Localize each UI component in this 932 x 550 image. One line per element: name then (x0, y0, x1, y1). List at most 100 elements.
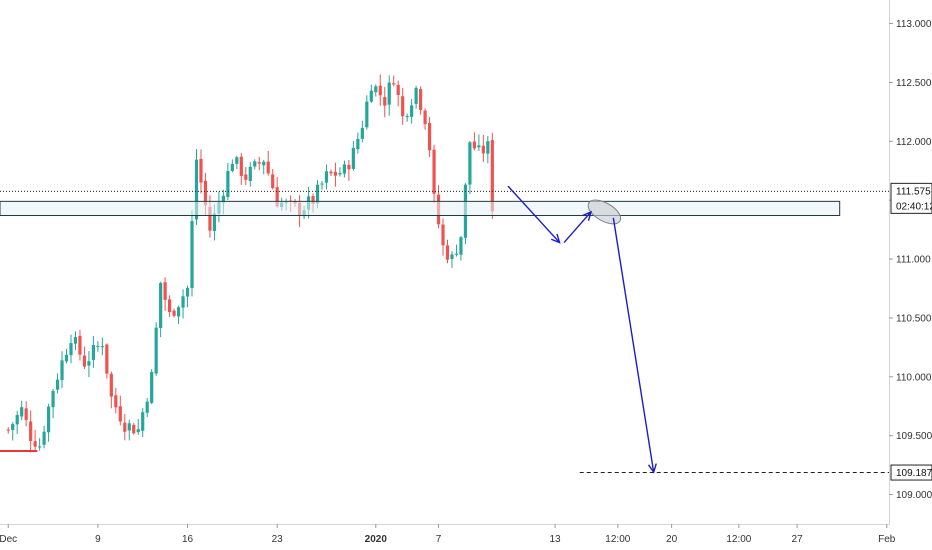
candle (82, 346, 87, 370)
candle (69, 334, 73, 364)
projection-arrow-down-2[interactable] (612, 217, 657, 474)
candle (374, 84, 378, 97)
time-tick-label: 12:00 (726, 534, 751, 545)
candle (401, 87, 405, 125)
candle (235, 155, 239, 170)
candle (450, 251, 454, 268)
time-tick-label: 13 (550, 534, 562, 545)
candle (230, 159, 234, 173)
candle (427, 116, 432, 157)
candle (6, 427, 10, 434)
price-badges: 111.575 02:40:12 109.187 (890, 182, 932, 481)
candle (15, 410, 19, 434)
candle (481, 135, 485, 162)
candle (114, 387, 118, 414)
candle (105, 343, 109, 379)
price-tick-label: 109.000 (896, 490, 932, 501)
target-price-badge: 109.187 (890, 464, 932, 481)
time-tick-label: 2020 (365, 534, 388, 545)
candle (347, 160, 351, 181)
candle (248, 161, 252, 187)
candle (472, 132, 476, 151)
candle (387, 75, 391, 116)
candle (405, 113, 409, 122)
candle (423, 108, 427, 130)
candle (159, 281, 163, 338)
candle (136, 419, 140, 435)
candle (42, 425, 46, 449)
candle (392, 75, 396, 87)
candle (199, 149, 203, 194)
projection-arrow-up[interactable] (563, 210, 592, 244)
time-tick-label: 20 (666, 534, 678, 545)
candle (190, 210, 194, 297)
candle (11, 422, 15, 441)
candle (262, 159, 266, 175)
candle (150, 369, 154, 405)
price-tick-label: 110.000 (896, 372, 932, 383)
price-tick-label: 109.500 (896, 431, 932, 442)
candle (329, 169, 333, 177)
candle (91, 335, 96, 368)
candle (176, 305, 181, 325)
candle (396, 80, 400, 107)
svg-text:02:40:12: 02:40:12 (896, 201, 932, 212)
current-price-badge: 111.575 02:40:12 (890, 182, 932, 214)
price-tick-label: 112.500 (896, 78, 932, 89)
candle (338, 167, 342, 177)
candle (360, 120, 364, 143)
time-tick-label: 23 (272, 534, 284, 545)
candle (96, 341, 100, 352)
candle (445, 239, 450, 264)
candle (257, 156, 261, 171)
time-tick-label: 16 (182, 534, 194, 545)
time-axis[interactable]: Dec 9 16 23 2020 7 13 12:00 20 12:00 27 Feb (0, 524, 896, 545)
candle (342, 160, 347, 178)
candle (64, 348, 69, 364)
candle (73, 331, 78, 351)
candle (410, 98, 414, 124)
price-tick-label: 111.000 (896, 255, 931, 266)
candle (253, 159, 257, 170)
projection-arrow-down-1[interactable] (507, 185, 561, 244)
resistance-zone[interactable] (0, 200, 841, 216)
candle (239, 153, 243, 185)
time-tick-label: 12:00 (605, 534, 630, 545)
candle (185, 285, 190, 308)
candle (324, 164, 329, 190)
candle (369, 84, 373, 103)
candle (123, 414, 127, 441)
retest-ellipse[interactable] (584, 195, 624, 229)
candle (351, 140, 355, 171)
candle (244, 166, 248, 186)
candle (454, 244, 459, 257)
candle (486, 135, 490, 164)
candle (226, 162, 230, 200)
candle (154, 322, 158, 376)
candle (172, 308, 176, 318)
candle (419, 86, 423, 115)
candle (266, 150, 270, 176)
candle (55, 373, 60, 394)
overlays-layer (0, 185, 889, 474)
candle (356, 132, 360, 154)
candle (118, 395, 122, 426)
candle (271, 169, 275, 190)
candle (46, 403, 51, 442)
candle (87, 350, 91, 378)
candle (333, 162, 338, 187)
price-tick-label: 113.000 (896, 19, 932, 30)
candle (20, 400, 24, 421)
candle (378, 74, 382, 106)
time-tick-label: Dec (0, 534, 17, 545)
candle (441, 218, 445, 256)
candle (127, 419, 131, 441)
price-tick-label: 112.000 (896, 137, 932, 148)
time-tick-label: 7 (436, 534, 442, 545)
candle (414, 85, 418, 109)
time-tick-label: Feb (878, 534, 896, 545)
candle (38, 438, 42, 451)
candle (477, 134, 481, 151)
